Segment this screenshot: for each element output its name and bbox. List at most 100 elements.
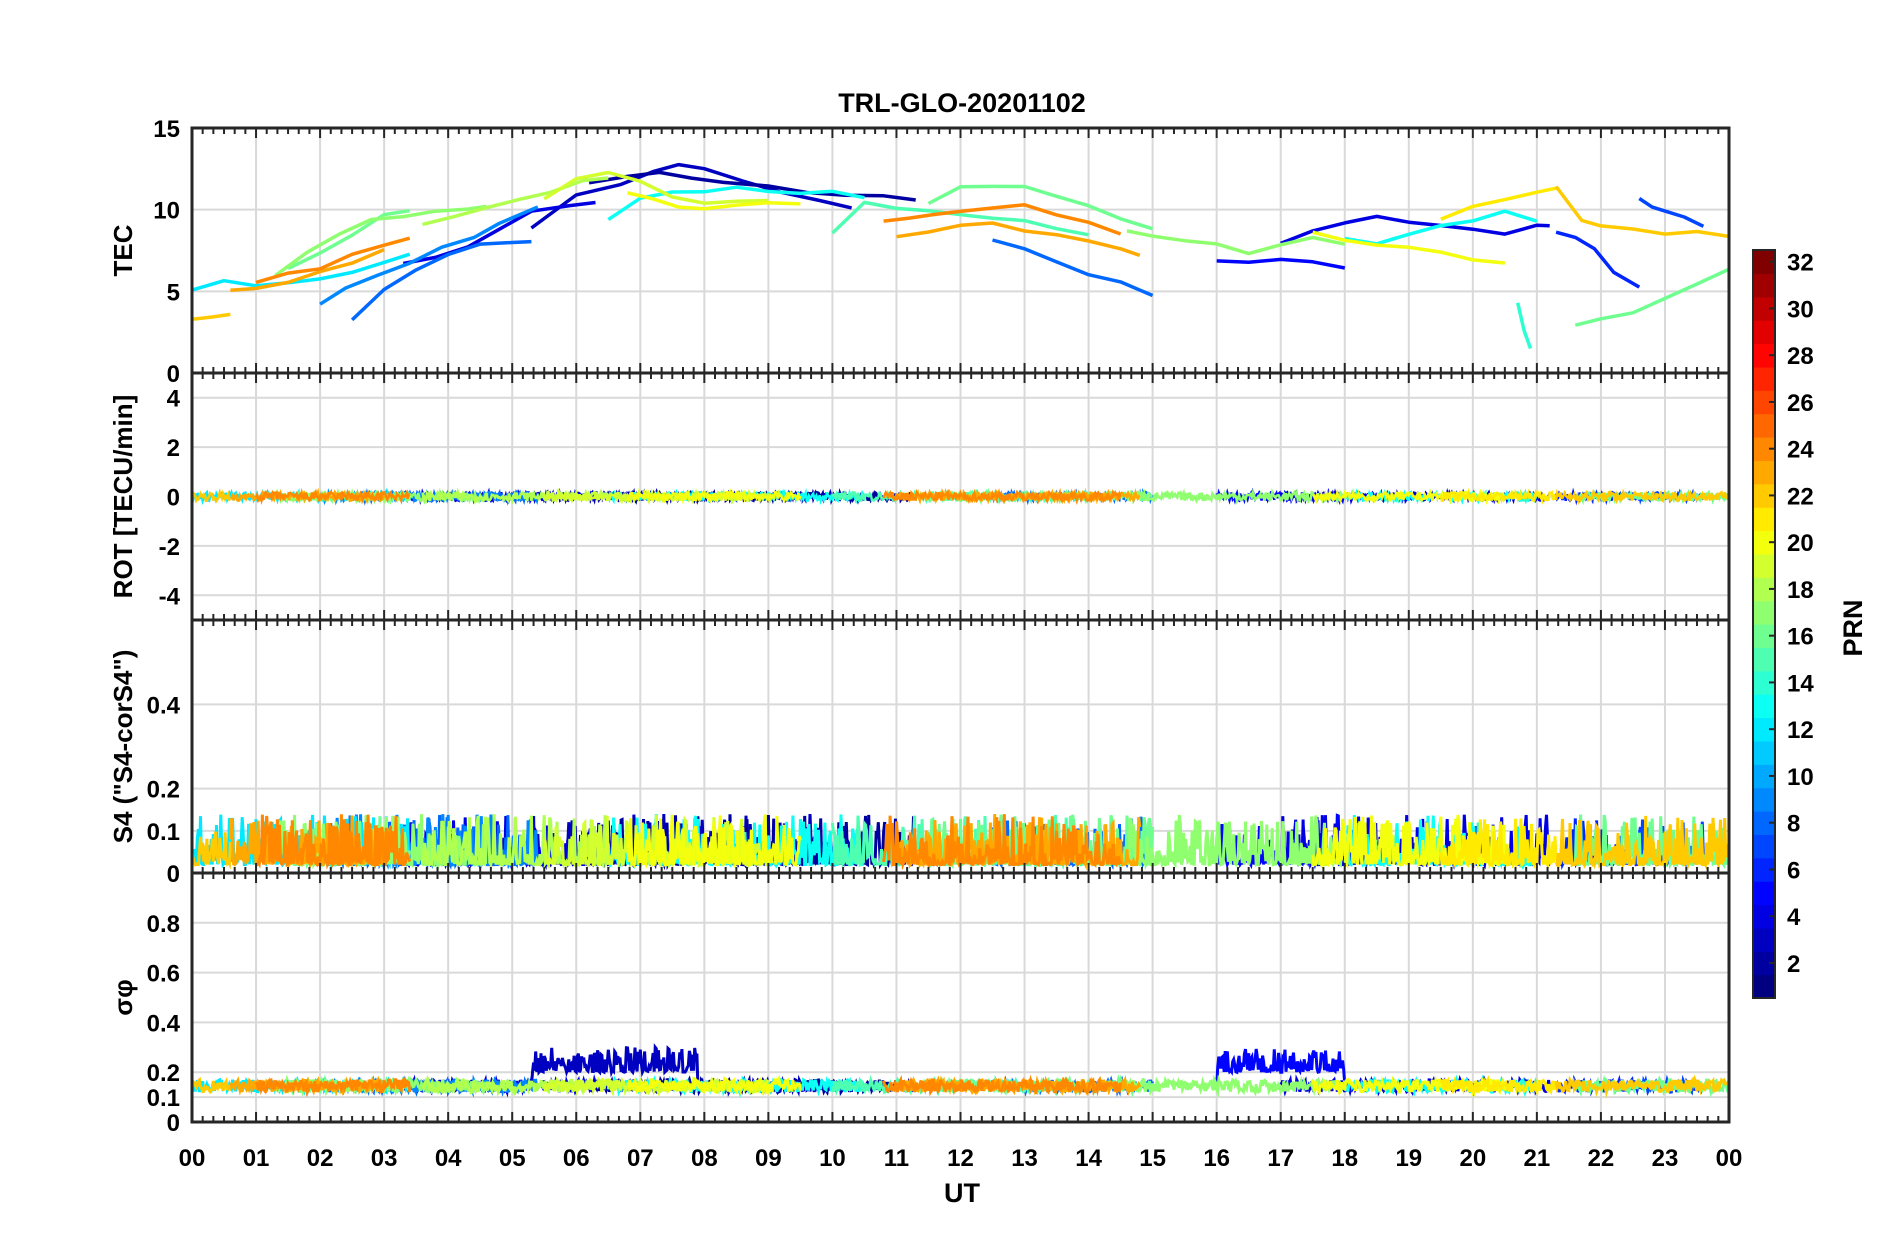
tec-series-prn-13 <box>607 185 865 222</box>
colorbar-tick-label: 16 <box>1787 624 1814 651</box>
rot-series-prn-20 <box>1312 487 1506 506</box>
x-tick-label: 18 <box>1331 1145 1358 1172</box>
colorbar-segment <box>1753 787 1775 812</box>
panel-s4: 0 0.1 0.2 0.4 S4 ("S4-corS4") <box>108 618 1731 888</box>
y-axis-label: ROT [TECU/min] <box>108 395 138 599</box>
colorbar-segment <box>1753 413 1775 438</box>
colorbar-tick-label: 20 <box>1787 530 1814 557</box>
x-tick-label: 14 <box>1075 1145 1102 1172</box>
x-tick-label: 12 <box>947 1145 974 1172</box>
chart-title: TRL-GLO-20201102 <box>838 88 1086 118</box>
x-tick-label: 03 <box>371 1145 398 1172</box>
s4-series-prn-17 <box>1125 814 1347 869</box>
s4-series-prn-24 <box>882 814 1123 871</box>
y-tick-label: 2 <box>167 435 180 462</box>
sigma-series-prn-20 <box>626 1074 802 1098</box>
y-tick-label: 0.6 <box>147 961 180 988</box>
rot-series-prn-19 <box>542 487 770 506</box>
colorbar-tick-label: 28 <box>1787 343 1814 370</box>
colorbar-segment <box>1753 296 1775 321</box>
y-axis-label: S4 ("S4-corS4") <box>108 650 138 844</box>
tec-series-prn-14 <box>1515 302 1533 350</box>
tec-series-prn-8 <box>350 239 532 322</box>
sigma-series-prn-22 <box>192 1076 232 1095</box>
colorbar-segment <box>1753 437 1775 461</box>
colorbar-segment <box>1753 577 1775 602</box>
x-tick-label: 08 <box>691 1145 718 1172</box>
data-layer <box>192 1043 1729 1098</box>
colorbar-segment <box>1753 320 1775 345</box>
y-tick-label: 0 <box>167 485 180 512</box>
colorbar-tick-label: 26 <box>1787 390 1814 417</box>
x-tick-label: 23 <box>1652 1145 1679 1172</box>
rot-series-prn-20 <box>626 487 802 506</box>
y-tick-label: 0.1 <box>147 819 180 846</box>
x-tick-label: 01 <box>243 1145 270 1172</box>
x-tick-label: 07 <box>627 1145 654 1172</box>
x-tick-label: 02 <box>307 1145 334 1172</box>
tec-series-prn-16 <box>1574 267 1729 327</box>
colorbar-segment <box>1753 904 1775 929</box>
rot-series-prn-24 <box>882 487 1122 506</box>
y-tick-label: -2 <box>159 534 180 561</box>
colorbar-segment <box>1753 764 1775 789</box>
tec-series-prn-19 <box>543 170 769 205</box>
y-tick-label: 10 <box>153 198 180 225</box>
y-tick-label: 4 <box>167 386 181 413</box>
colorbar-segment <box>1753 507 1775 532</box>
colorbar-segment <box>1753 694 1775 719</box>
tec-series-prn-22 <box>1554 185 1729 239</box>
colorbar-tick-label: 14 <box>1787 670 1814 697</box>
s4-series-prn-18 <box>421 814 610 870</box>
tec-series-prn-9 <box>319 205 539 306</box>
y-tick-label: 0.2 <box>147 777 180 804</box>
y-tick-label: 0 <box>167 1110 180 1137</box>
sigma-series-prn-24 <box>882 1074 1123 1097</box>
s4-series-prn-20 <box>626 814 802 869</box>
y-axis-label: TEC <box>108 224 138 276</box>
x-tick-label: 17 <box>1267 1145 1294 1172</box>
x-tick-label: 15 <box>1139 1145 1166 1172</box>
tec-series-prn-12 <box>192 252 411 292</box>
x-tick-label: 19 <box>1395 1145 1422 1172</box>
colorbar-segment <box>1753 811 1775 835</box>
colorbar-segment <box>1753 951 1775 976</box>
x-axis-label: UT <box>944 1178 980 1208</box>
tec-series-prn-22 <box>192 312 231 321</box>
x-tick-label: 10 <box>819 1145 846 1172</box>
y-tick-label: -4 <box>159 583 181 610</box>
colorbar-segment <box>1753 390 1775 415</box>
tec-series-prn-20 <box>1312 230 1506 265</box>
x-tick-label: 16 <box>1203 1145 1230 1172</box>
data-layer <box>192 162 1729 350</box>
rot-series-prn-17 <box>1126 487 1346 505</box>
axes-box <box>190 871 1731 1124</box>
colorbar-segment <box>1753 717 1775 742</box>
tec-series-prn-5 <box>1216 257 1346 270</box>
colorbar-segment <box>1753 927 1775 952</box>
s4-series-prn-22 <box>192 831 232 870</box>
colorbar-tick-label: 32 <box>1787 250 1814 277</box>
y-tick-label: 0.4 <box>147 1010 181 1037</box>
colorbar-segment <box>1753 553 1775 578</box>
colorbar-tick-label: 10 <box>1787 764 1814 791</box>
colorbar-segment <box>1753 647 1775 672</box>
tec-series-prn-2 <box>588 170 916 202</box>
tec-series-prn-24 <box>255 236 411 285</box>
data-layer <box>192 813 1729 871</box>
rot-series-prn-14 <box>1517 489 1532 503</box>
x-tick-label: 22 <box>1588 1145 1615 1172</box>
sigma-series-prn-5 <box>1215 1048 1347 1088</box>
tec-series-prn-7 <box>1638 197 1705 228</box>
tec-series-prn-4 <box>1280 214 1550 246</box>
y-tick-label: 0.8 <box>147 911 180 938</box>
x-tick-label: 06 <box>563 1145 590 1172</box>
colorbar-tick-label: 4 <box>1787 904 1801 931</box>
tec-series-prn-16 <box>287 208 410 271</box>
panel-tec: 0 5 10 15 TEC <box>108 116 1731 388</box>
tec-series-prn-17 <box>274 204 487 277</box>
colorbar-tick-label: 12 <box>1787 717 1814 744</box>
tec-series-prn-16 <box>927 184 1154 231</box>
